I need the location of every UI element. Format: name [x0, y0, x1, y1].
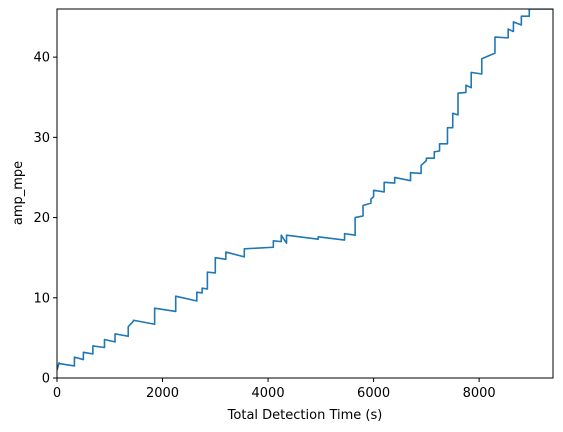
x-tick-label: 6000: [357, 386, 390, 401]
series-line-0: [57, 9, 553, 371]
x-tick-label: 4000: [252, 386, 285, 401]
plot-frame: [56, 8, 554, 379]
y-tick-label: 40: [33, 51, 50, 66]
x-tick-label: 2000: [146, 386, 179, 401]
ticks-layer: 0 2000 4000 6000 8000 0 10 20 30 40: [33, 51, 495, 401]
y-tick-label: 0: [42, 372, 50, 387]
x-tick-label: 0: [53, 386, 61, 401]
x-tick-label: 8000: [463, 386, 496, 401]
y-axis-label: amp_mpe: [11, 161, 26, 225]
y-tick-label: 20: [33, 211, 50, 226]
series-layer: [57, 9, 553, 371]
y-tick-label: 30: [33, 131, 50, 146]
plot-area: [57, 9, 553, 378]
y-tick-label: 10: [33, 291, 50, 306]
x-axis-label: Total Detection Time (s): [227, 408, 383, 423]
